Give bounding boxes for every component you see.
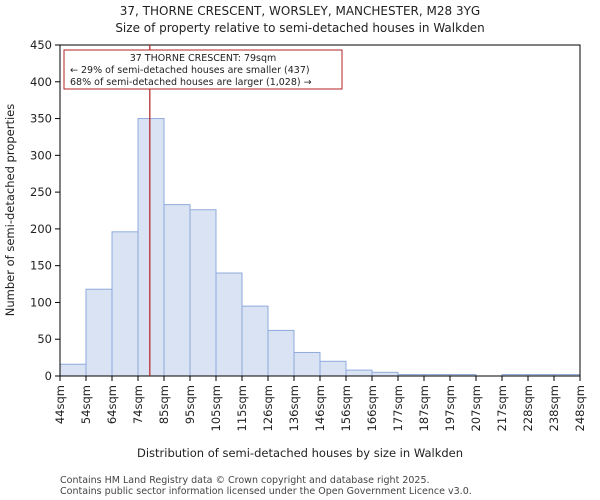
bar-95sqm: [189, 209, 217, 377]
x-tick-label: 248sqm: [573, 385, 587, 431]
footer-line2: Contains public sector information licen…: [60, 486, 472, 497]
x-axis-ticks: 44sqm 54sqm 64sqm 74sqm 85sqm 95sqm 105sqm 115s…: [53, 376, 587, 431]
x-tick-label: 54sqm: [79, 385, 93, 424]
bar-115sqm: [241, 305, 269, 377]
x-tick-label: 238sqm: [547, 385, 561, 431]
footer-line1: Contains HM Land Registry data © Crown c…: [60, 475, 430, 486]
y-tick-label: 100: [30, 295, 52, 309]
annotation-line2: ← 29% of semi-detached houses are smalle…: [70, 65, 310, 76]
x-tick-label: 126sqm: [261, 385, 275, 431]
x-tick-label: 74sqm: [131, 385, 145, 424]
chart-title-line2: Size of property relative to semi-detach…: [115, 21, 484, 35]
annotation-box: 37 THORNE CRESCENT: 79sqm ← 29% of semi-…: [63, 49, 343, 90]
x-tick-label: 156sqm: [339, 385, 353, 431]
bar-166sqm: [371, 371, 399, 377]
y-tick-label: 250: [30, 185, 52, 199]
bar-44sqm: [59, 363, 87, 377]
y-axis-label: Number of semi-detached properties: [3, 104, 17, 316]
x-tick-label: 115sqm: [235, 385, 249, 431]
annotation-line1: 37 THORNE CRESCENT: 79sqm: [130, 53, 277, 64]
bar-54sqm: [85, 288, 113, 377]
y-tick-label: 0: [45, 369, 52, 383]
bars-group: [59, 118, 581, 377]
plot-area-frame: [59, 44, 581, 377]
x-tick-label: 207sqm: [469, 385, 483, 431]
x-tick-label: 136sqm: [287, 385, 301, 431]
y-tick-label: 450: [30, 38, 52, 52]
x-tick-label: 85sqm: [157, 385, 171, 424]
x-tick-label: 187sqm: [417, 385, 431, 431]
x-tick-label: 146sqm: [313, 385, 327, 431]
x-tick-label: 44sqm: [53, 385, 67, 424]
bar-64sqm: [111, 231, 139, 377]
x-tick-label: 228sqm: [521, 385, 535, 431]
x-tick-label: 64sqm: [105, 385, 119, 424]
x-tick-label: 217sqm: [495, 385, 509, 431]
bar-74sqm: [137, 118, 165, 377]
y-tick-label: 50: [37, 332, 52, 346]
x-tick-label: 105sqm: [209, 385, 223, 431]
y-tick-label: 400: [30, 75, 52, 89]
y-tick-label: 350: [30, 112, 52, 126]
x-axis-label: Distribution of semi-detached houses by …: [137, 446, 463, 460]
bar-136sqm: [293, 351, 321, 377]
annotation-line3: 68% of semi-detached houses are larger (…: [70, 77, 312, 88]
y-tick-label: 150: [30, 259, 52, 273]
y-axis-ticks: 0 50 100 150 200 250 300 350 400 450: [30, 38, 60, 383]
x-tick-label: 177sqm: [391, 385, 405, 431]
bar-146sqm: [319, 360, 347, 377]
x-tick-label: 197sqm: [443, 385, 457, 431]
bar-105sqm: [215, 272, 243, 377]
bar-156sqm: [345, 369, 373, 377]
y-tick-label: 300: [30, 148, 52, 162]
chart-title-line1: 37, THORNE CRESCENT, WORSLEY, MANCHESTER…: [120, 4, 480, 18]
y-tick-label: 200: [30, 222, 52, 236]
bar-126sqm: [267, 329, 295, 377]
bar-85sqm: [163, 204, 191, 377]
x-tick-label: 95sqm: [183, 385, 197, 424]
x-tick-label: 166sqm: [365, 385, 379, 431]
